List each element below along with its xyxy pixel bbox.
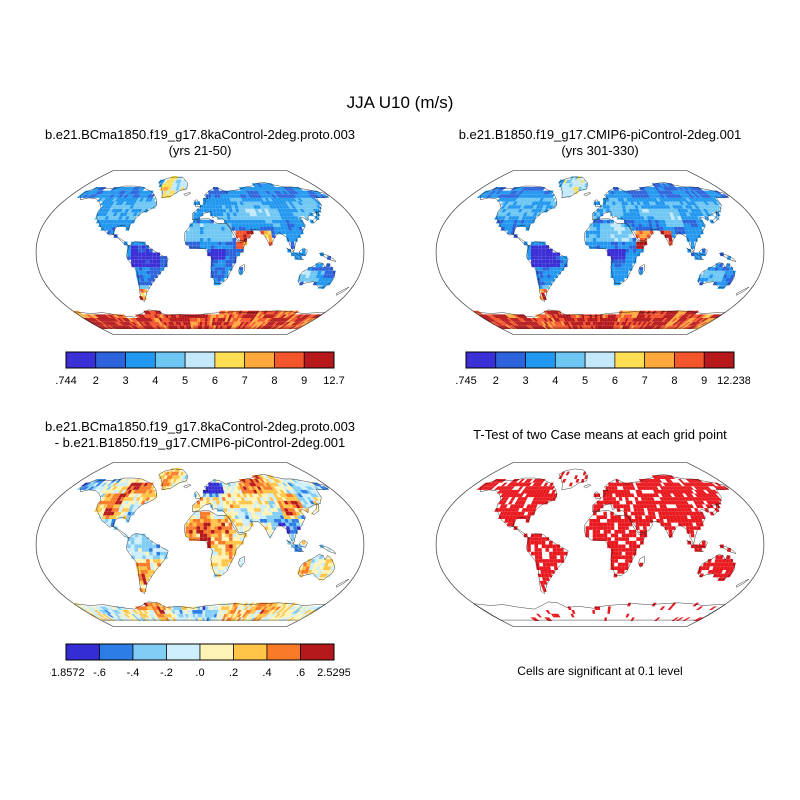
svg-text:9: 9 [701,375,707,387]
colorbar-case2: .745 2 3 4 5 6 7 8 9 12.238 [455,351,750,387]
svg-text:.4: .4 [262,667,271,679]
svg-text:2: 2 [493,375,499,387]
svg-text:2: 2 [93,375,99,387]
map-case1 [35,170,365,335]
map-case2 [435,170,765,335]
svg-text:6: 6 [212,375,218,387]
svg-text:12.238: 12.238 [717,375,750,387]
svg-text:8: 8 [271,375,277,387]
panel-case1-title-line2: (yrs 21-50) [168,143,232,158]
map-ttest [435,462,765,627]
svg-text:-.6: -.6 [93,667,106,679]
panel-difference-title-line2: - b.e21.B1850.f19_g17.CMIP6-piControl-2d… [54,435,346,450]
svg-text:12.7: 12.7 [323,375,344,387]
map-difference [35,462,365,627]
svg-text:.0: .0 [195,667,204,679]
svg-text:6: 6 [612,375,618,387]
colorbar-difference: -1.8572 -.6 -.4 -.2 .0 .2 .4 .6 2.5295 [50,643,350,679]
svg-text:.6: .6 [296,667,305,679]
panel-difference: b.e21.BCma1850.f19_g17.8kaControl-2deg.p… [0,415,400,681]
svg-text:.744: .744 [55,375,76,387]
panel-difference-title-line1: b.e21.BCma1850.f19_g17.8kaControl-2deg.p… [44,419,356,434]
panel-ttest: T-Test of two Case means at each grid po… [400,415,800,681]
ttest-caption: Cells are significant at 0.1 level [517,664,683,678]
svg-text:7: 7 [242,375,248,387]
svg-text:9: 9 [301,375,307,387]
svg-text:.2: .2 [229,667,238,679]
svg-text:7: 7 [642,375,648,387]
svg-text:4: 4 [552,375,558,387]
panel-case2-title-line1: b.e21.B1850.f19_g17.CMIP6-piControl-2deg… [458,127,742,142]
colorbar-case1: .744 2 3 4 5 6 7 8 9 12.7 [55,351,345,387]
svg-text:5: 5 [582,375,588,387]
figure-title: JJA U10 (m/s) [346,93,454,112]
panel-case2: b.e21.B1850.f19_g17.CMIP6-piControl-2deg… [400,123,800,389]
panel-difference-title: b.e21.BCma1850.f19_g17.8kaControl-2deg.p… [45,415,355,455]
panel-case2-title: b.e21.B1850.f19_g17.CMIP6-piControl-2deg… [459,123,742,163]
panel-ttest-title: T-Test of two Case means at each grid po… [473,415,727,455]
svg-text:-.4: -.4 [127,667,140,679]
panel-case2-title-line2: (yrs 301-330) [561,143,639,158]
svg-text:3: 3 [122,375,128,387]
svg-text:8: 8 [671,375,677,387]
panel-case1-title-line1: b.e21.BCma1850.f19_g17.8kaControl-2deg.p… [44,127,356,142]
panel-grid: b.e21.BCma1850.f19_g17.8kaControl-2deg.p… [0,123,800,681]
svg-text:3: 3 [522,375,528,387]
panel-ttest-title-line1: T-Test of two Case means at each grid po… [473,427,727,442]
svg-text:.745: .745 [455,375,476,387]
panel-case1: b.e21.BCma1850.f19_g17.8kaControl-2deg.p… [0,123,400,389]
svg-text:5: 5 [182,375,188,387]
panel-case1-title: b.e21.BCma1850.f19_g17.8kaControl-2deg.p… [45,123,355,163]
svg-text:-1.8572: -1.8572 [50,667,85,679]
svg-text:-.2: -.2 [160,667,173,679]
svg-text:4: 4 [152,375,158,387]
svg-text:2.5295: 2.5295 [317,667,350,679]
